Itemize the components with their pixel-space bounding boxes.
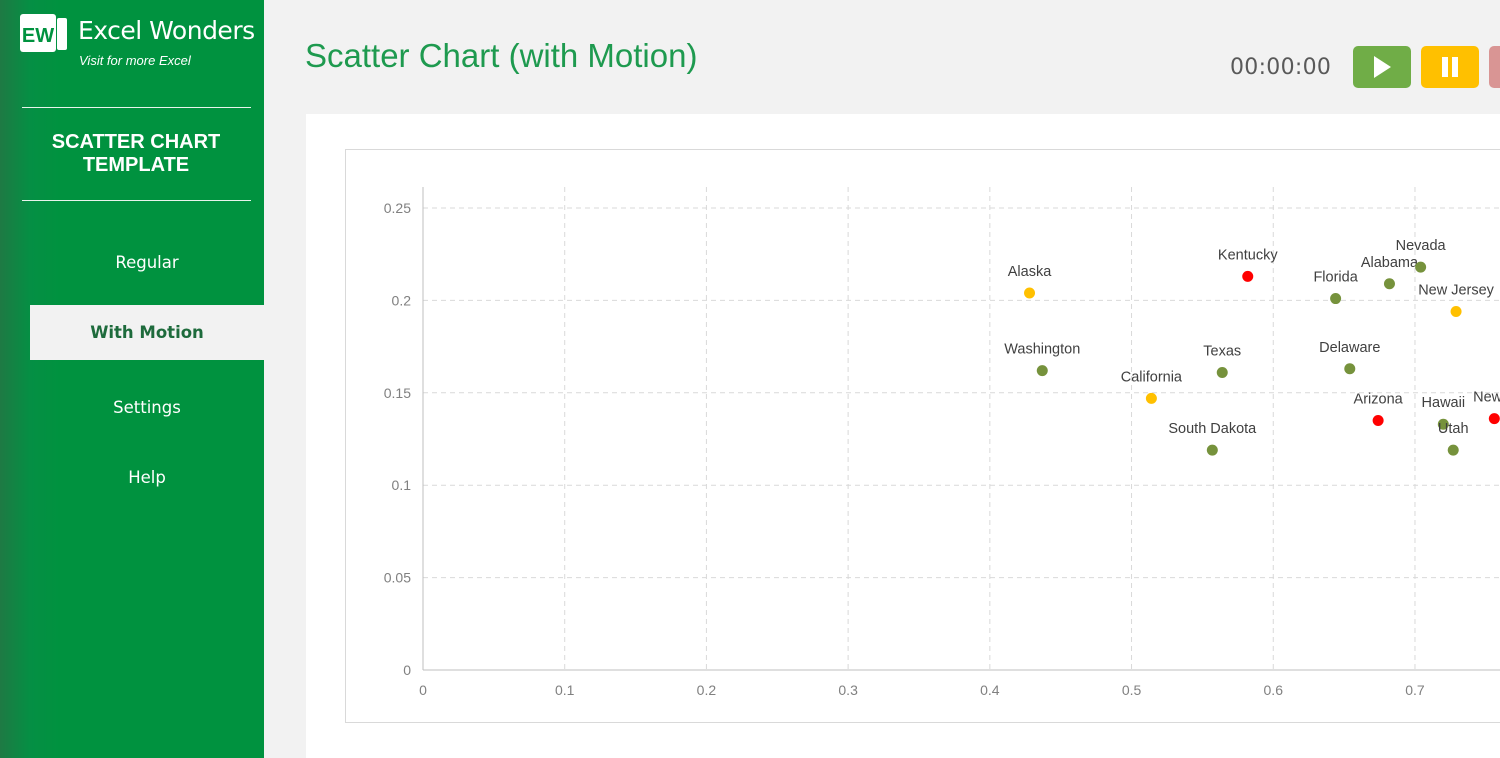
sidebar-item-label: Settings: [113, 398, 181, 417]
point-label: Arizona: [1354, 392, 1404, 408]
timer-display: 00:00:00: [1230, 55, 1332, 80]
stop-button[interactable]: [1489, 46, 1500, 88]
chart-gridlines: [423, 187, 1500, 670]
point-label: Hawaii: [1422, 395, 1466, 411]
data-point[interactable]: Alaska: [1008, 264, 1052, 299]
x-tick-label: 0.7: [1405, 682, 1425, 698]
y-tick-label: 0.2: [392, 292, 412, 308]
data-point[interactable]: New Jersey: [1418, 282, 1495, 317]
point-label: Utah: [1438, 421, 1469, 437]
x-axis-tick-labels: 0 0.1 0.2 0.3 0.4 0.5 0.6 0.7: [419, 682, 1425, 698]
sidebar-item-regular[interactable]: Regular: [30, 235, 264, 290]
scatter-chart: 0 0.05 0.1 0.15 0.2 0.25 0 0.1 0.2 0.3 0.4 0.5 0.6 0…: [345, 149, 1500, 723]
point-marker[interactable]: [1024, 287, 1036, 299]
point-marker[interactable]: [1415, 261, 1427, 273]
data-point[interactable]: Nevada: [1396, 238, 1447, 273]
point-marker[interactable]: [1330, 293, 1342, 305]
svg-text:EW: EW: [22, 25, 54, 47]
point-label: Alaska: [1008, 264, 1052, 280]
point-marker[interactable]: [1383, 278, 1395, 290]
sidebar-divider-top: [22, 107, 251, 108]
x-tick-label: 0.1: [555, 682, 575, 698]
x-tick-label: 0: [419, 682, 427, 698]
pause-icon: [1442, 57, 1458, 77]
point-label: Washington: [1004, 342, 1080, 358]
point-label: New Jersey: [1418, 282, 1494, 298]
point-marker[interactable]: [1206, 444, 1218, 456]
scatter-plot-area: 00.050.10.150.20.25 0 0.1 0.2 0.3 0.4 0.5 0.6 0…: [384, 187, 1500, 698]
brand-logo[interactable]: EW Excel Wonders Visit for more Excel: [20, 13, 260, 73]
data-point[interactable]: California: [1121, 369, 1183, 404]
data-point[interactable]: Arizona: [1354, 392, 1404, 427]
data-point[interactable]: Alabama: [1361, 255, 1419, 290]
data-point[interactable]: Washington: [1004, 342, 1080, 377]
data-point[interactable]: Florida: [1313, 270, 1359, 305]
brand-tagline[interactable]: Visit for more Excel: [79, 53, 191, 68]
y-tick-label: 0.1: [392, 477, 412, 493]
point-marker[interactable]: [1437, 418, 1449, 430]
sidebar-title-line2: TEMPLATE: [82, 154, 190, 176]
brand-name: Excel Wonders: [78, 16, 255, 45]
point-label: Kentucky: [1218, 247, 1278, 263]
x-tick-label: 0.2: [697, 682, 717, 698]
point-marker[interactable]: [1242, 270, 1254, 282]
x-tick-label: 0.3: [838, 682, 858, 698]
chart-axes: [422, 187, 1500, 671]
point-marker[interactable]: [1450, 305, 1462, 317]
y-tick-label: 0.25: [384, 200, 411, 216]
sidebar-item-settings[interactable]: Settings: [30, 380, 264, 435]
point-label: Texas: [1203, 343, 1241, 359]
point-marker[interactable]: [1488, 413, 1500, 425]
point-label: New Y: [1473, 390, 1500, 406]
sidebar-item-with-motion[interactable]: With Motion: [30, 305, 264, 360]
play-button[interactable]: [1353, 46, 1411, 88]
pause-button[interactable]: [1421, 46, 1479, 88]
sidebar-item-label: With Motion: [90, 323, 204, 342]
data-point[interactable]: South Dakota: [1168, 421, 1257, 456]
point-label: Florida: [1313, 270, 1358, 286]
sidebar-item-help[interactable]: Help: [30, 450, 264, 505]
sidebar: EW Excel Wonders Visit for more Excel SC…: [0, 0, 264, 758]
data-point[interactable]: Kentucky: [1218, 247, 1278, 282]
chart-data-points: Alaska Kentucky Washington Texas California S…: [1004, 238, 1500, 456]
point-marker[interactable]: [1036, 365, 1048, 377]
data-point[interactable]: Texas: [1203, 343, 1241, 378]
point-marker[interactable]: [1216, 366, 1228, 378]
y-tick-label: 0: [403, 662, 411, 678]
excel-wonders-logo-icon: EW: [20, 14, 67, 52]
page-title: Scatter Chart (with Motion): [305, 37, 698, 74]
point-label: Delaware: [1319, 340, 1380, 356]
x-tick-label: 0.6: [1264, 682, 1284, 698]
sidebar-item-label: Help: [128, 468, 166, 487]
data-point[interactable]: Delaware: [1319, 340, 1380, 375]
sidebar-divider-bottom: [22, 200, 251, 201]
y-tick-label: 0.15: [384, 385, 411, 401]
point-marker[interactable]: [1344, 363, 1356, 375]
point-label: California: [1121, 369, 1183, 385]
sidebar-title-line1: SCATTER CHART: [51, 131, 221, 153]
data-point[interactable]: Utah: [1438, 421, 1469, 456]
point-label: Nevada: [1396, 238, 1447, 254]
point-label: South Dakota: [1168, 421, 1257, 437]
sidebar-item-label: Regular: [115, 253, 179, 272]
point-marker[interactable]: [1372, 415, 1384, 427]
data-point[interactable]: Hawaii: [1422, 395, 1466, 430]
x-tick-label: 0.5: [1122, 682, 1142, 698]
play-icon: [1374, 56, 1391, 78]
x-tick-label: 0.4: [980, 682, 1000, 698]
point-label: Alabama: [1361, 255, 1419, 271]
point-marker[interactable]: [1447, 444, 1459, 456]
y-tick-label: 0.05: [384, 570, 411, 586]
y-axis-tick-labels: 0 0.05 0.1 0.15 0.2 0.25: [384, 200, 411, 678]
sidebar-title: SCATTER CHART TEMPLATE: [0, 131, 272, 177]
data-point[interactable]: New Y: [1473, 390, 1500, 425]
point-marker[interactable]: [1145, 392, 1157, 404]
